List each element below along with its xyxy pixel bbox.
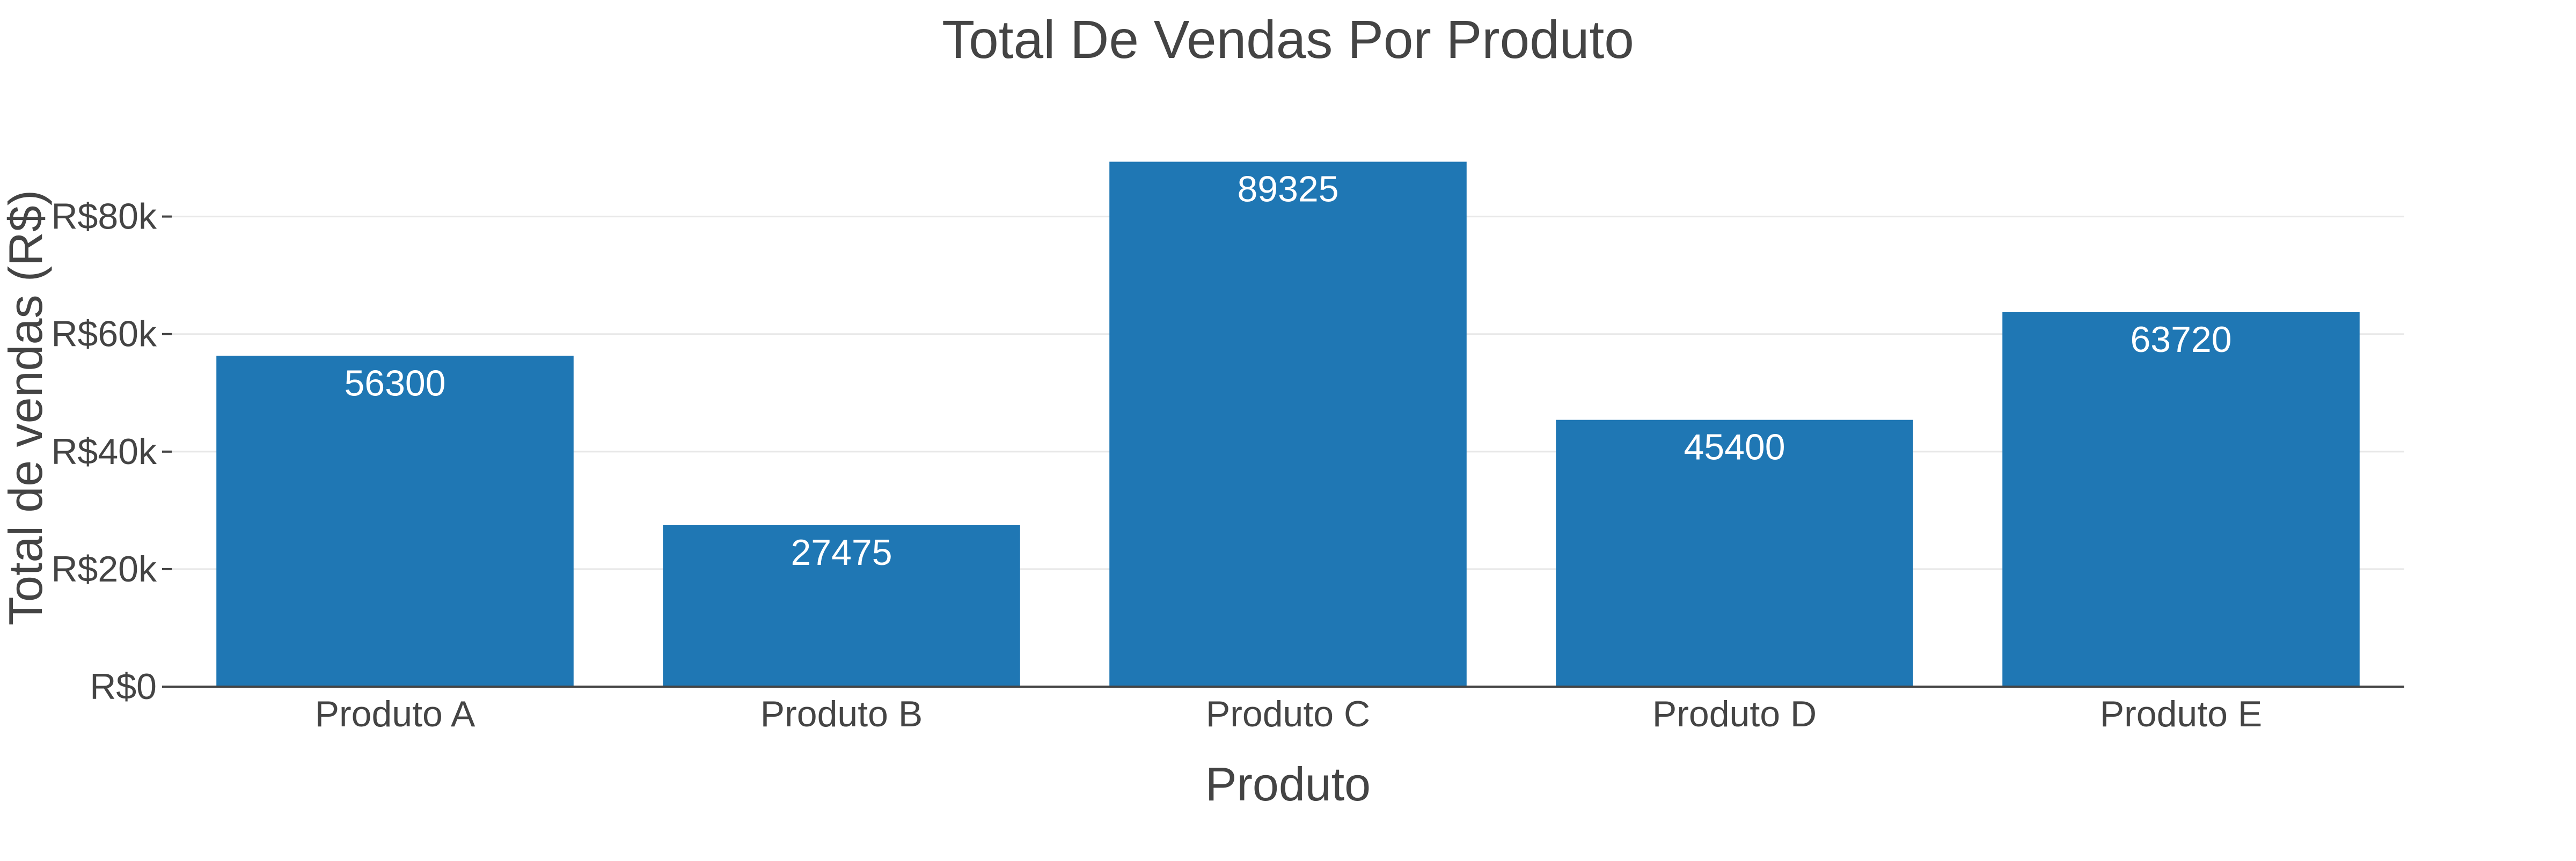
y-axis-title: Total de vendas (R$) bbox=[0, 190, 52, 625]
bar-produto-e[interactable] bbox=[2002, 312, 2360, 687]
y-tick-label: R$40k bbox=[51, 431, 157, 472]
y-tick-labels: R$0 R$20k R$40k R$60k R$80k bbox=[51, 196, 172, 707]
x-tick-label: Produto B bbox=[760, 694, 923, 734]
bar-produto-d[interactable] bbox=[1556, 420, 1913, 687]
data-label: 63720 bbox=[2130, 319, 2231, 360]
data-label: 56300 bbox=[344, 363, 445, 403]
y-tick-label: R$0 bbox=[90, 666, 157, 707]
data-label: 45400 bbox=[1684, 427, 1785, 468]
data-labels: 56300 27475 89325 45400 63720 bbox=[344, 168, 2231, 573]
bar-produto-a[interactable] bbox=[216, 356, 574, 687]
data-label: 27475 bbox=[791, 532, 892, 573]
bar-produto-b[interactable] bbox=[663, 525, 1020, 687]
x-tick-label: Produto D bbox=[1652, 694, 1817, 734]
x-tick-label: Produto C bbox=[1206, 694, 1370, 734]
x-tick-label: Produto E bbox=[2100, 694, 2262, 734]
x-tick-label: Produto A bbox=[315, 694, 475, 734]
chart-title: Total De Vendas Por Produto bbox=[942, 10, 1634, 70]
x-axis-title: Produto bbox=[1205, 757, 1371, 811]
y-tick-label: R$80k bbox=[51, 196, 157, 237]
y-tick-label: R$60k bbox=[51, 314, 157, 355]
bars bbox=[216, 161, 2360, 687]
bar-produto-c[interactable] bbox=[1109, 161, 1467, 687]
y-tick-label: R$20k bbox=[51, 549, 157, 590]
data-label: 89325 bbox=[1237, 168, 1338, 209]
x-tick-labels: Produto A Produto B Produto C Produto D Prod… bbox=[315, 694, 2263, 734]
